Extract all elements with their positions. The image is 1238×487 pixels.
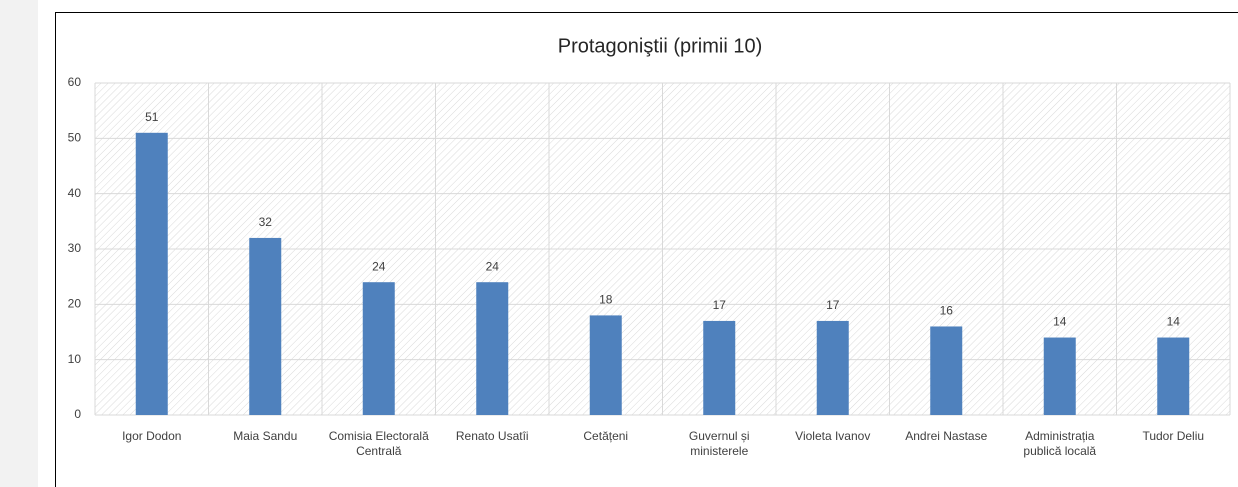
x-tick-label: Andrei Nastase (905, 429, 988, 443)
data-label: 32 (259, 215, 273, 229)
x-tick-label: Administrația publică locală (1023, 429, 1097, 458)
x-tick-label: Guvernul și ministerele (688, 429, 750, 458)
bar (703, 320, 736, 415)
bar (476, 282, 509, 415)
bar (362, 282, 395, 415)
side-strip (0, 0, 38, 487)
bar (135, 132, 168, 416)
data-label: 14 (1053, 315, 1067, 329)
bar (1043, 337, 1076, 415)
data-label: 17 (713, 298, 727, 312)
bar (930, 326, 963, 415)
data-label: 18 (599, 293, 613, 307)
bar (249, 237, 282, 415)
y-tick-label: 10 (68, 352, 82, 366)
x-tick-label: Tudor Deliu (1142, 429, 1205, 443)
bar (589, 315, 622, 415)
bar (1157, 337, 1190, 415)
data-label: 16 (940, 304, 954, 318)
y-tick-label: 30 (68, 241, 82, 255)
y-tick-label: 60 (68, 75, 82, 89)
data-label: 14 (1167, 315, 1181, 329)
data-label: 24 (486, 259, 500, 273)
data-label: 51 (145, 110, 159, 124)
y-tick-label: 20 (68, 297, 82, 311)
y-tick-label: 40 (68, 186, 82, 200)
y-tick-label: 0 (74, 407, 81, 421)
x-tick-label: Renato Usatîi (455, 429, 529, 443)
chart-title: Protagoniştii (primii 10) (558, 35, 763, 57)
x-tick-label: Cetățeni (583, 429, 629, 443)
x-tick-label: Violeta Ivanov (795, 429, 871, 443)
data-label: 17 (826, 298, 840, 312)
x-tick-label: Comisia Electorală Centrală (328, 429, 429, 458)
data-label: 24 (372, 259, 386, 273)
y-tick-label: 50 (68, 131, 82, 145)
bar (816, 320, 849, 415)
x-tick-label: Igor Dodon (122, 429, 182, 443)
x-tick-label: Maia Sandu (233, 429, 298, 443)
